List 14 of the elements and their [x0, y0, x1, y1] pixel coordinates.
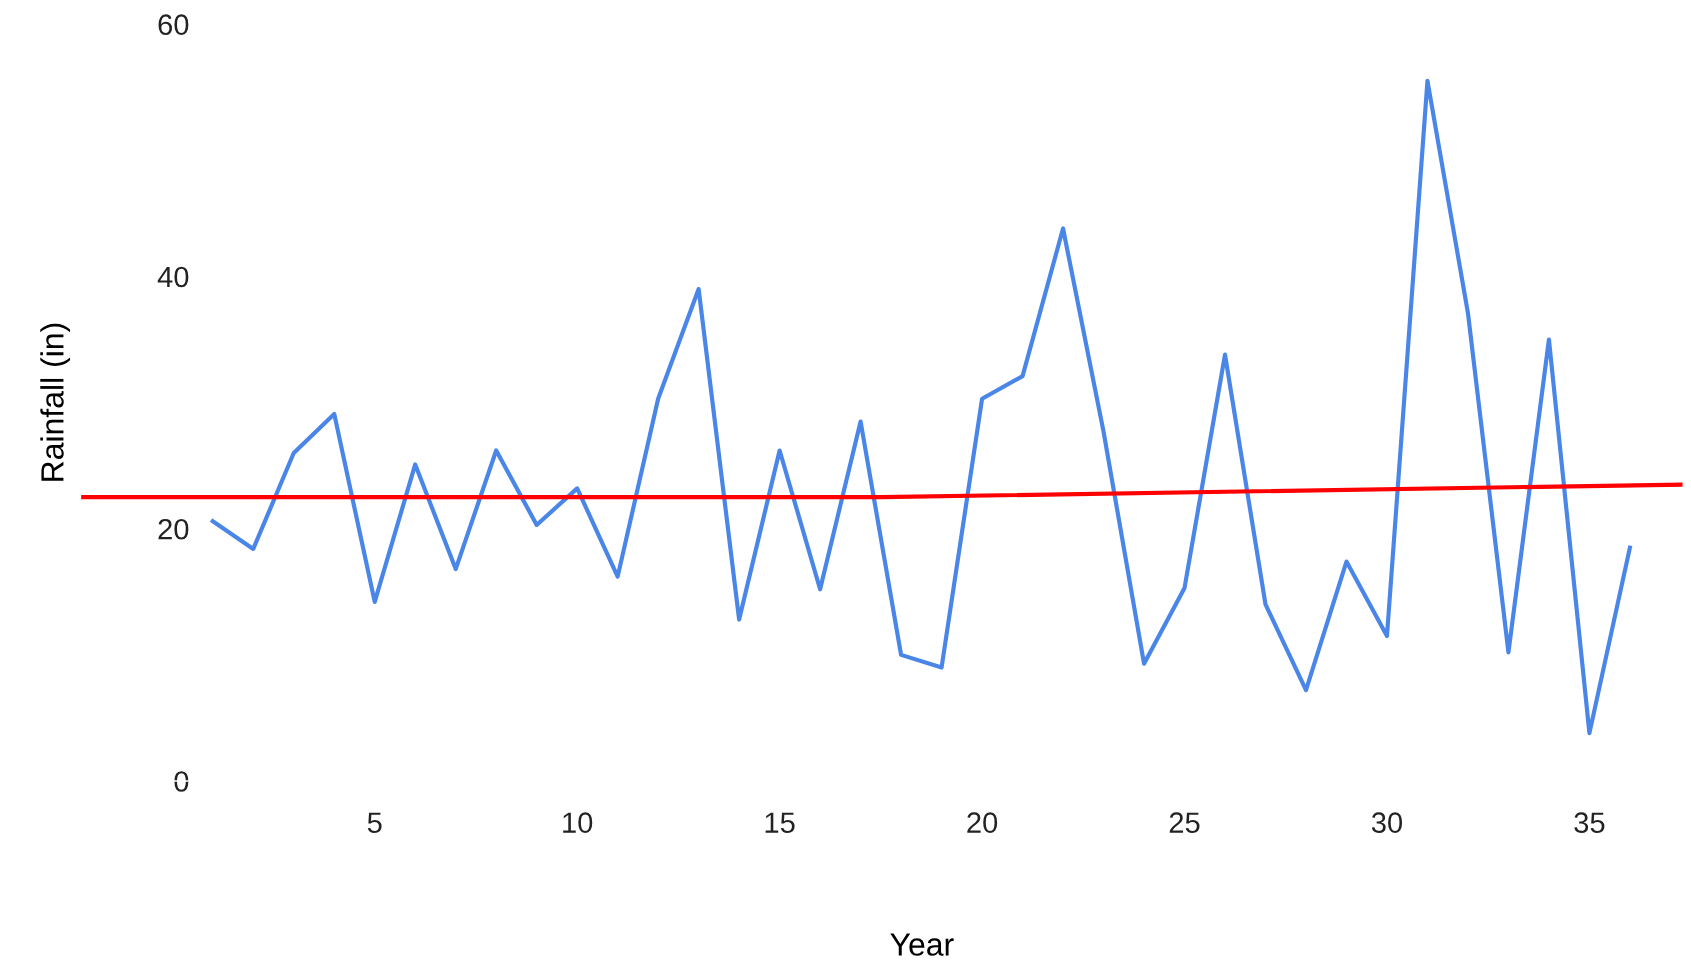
x-tick-label: 35	[1574, 812, 1605, 833]
x-axis-title: Year	[890, 933, 954, 956]
y-tick-label: 20	[158, 518, 189, 540]
y-tick-label: 40	[157, 266, 189, 288]
x-tick-label: 20	[967, 812, 998, 833]
y-tick-label: 60	[158, 14, 189, 36]
x-tick-label: 15	[765, 812, 795, 833]
line-series	[210, 78, 1632, 736]
x-tick-label: 30	[1371, 812, 1403, 833]
y-axis-title: Rainfall (in)	[40, 323, 71, 481]
x-tick-label: 25	[1169, 812, 1200, 833]
y-tick-label: 0	[174, 771, 189, 792]
x-tick-label: 10	[563, 812, 593, 833]
x-tick-label: 5	[367, 812, 382, 833]
